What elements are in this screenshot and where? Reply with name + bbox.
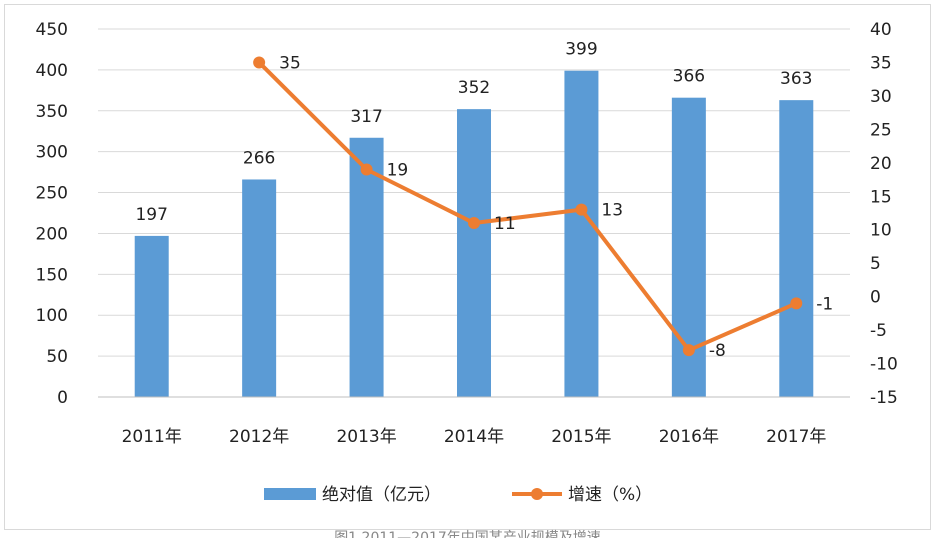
bar-data-label: 266 xyxy=(243,148,275,168)
bar xyxy=(242,179,277,397)
bar xyxy=(349,137,384,397)
right-axis-tick-label: 5 xyxy=(870,254,881,274)
line-data-label: -1 xyxy=(816,294,833,314)
left-axis-tick-label: 50 xyxy=(46,347,68,367)
line-series: 35 19 11 13 -8 -1 xyxy=(253,53,833,361)
bar-data-label: 399 xyxy=(565,40,597,60)
chart-caption: 图1 2011—2017年中国某产业规模及增速 xyxy=(334,530,601,538)
line-point xyxy=(253,56,266,69)
left-axis-tick-label: 250 xyxy=(36,184,68,204)
legend-line-marker xyxy=(531,488,543,500)
right-axis-tick-label: 40 xyxy=(870,20,892,40)
line-point xyxy=(468,217,480,230)
legend-bar-swatch xyxy=(264,488,316,500)
right-axis-tick-label: 30 xyxy=(870,87,892,107)
left-axis-tick-label: 450 xyxy=(36,20,68,40)
bar-data-label: 317 xyxy=(350,107,382,127)
line-point xyxy=(575,203,588,216)
line-path xyxy=(257,61,798,353)
x-axis-tick-label: 2017年 xyxy=(766,427,826,447)
right-axis-tick-label: 20 xyxy=(870,154,892,174)
bar-series: 197 266 317 352 399 366 363 xyxy=(134,40,814,398)
x-axis-tick-label: 2016年 xyxy=(659,427,719,447)
line-data-label: 19 xyxy=(387,161,409,181)
right-axis-tick-label: -5 xyxy=(870,321,887,341)
left-axis-tick-label: 200 xyxy=(36,224,68,244)
x-axis-tick-label: 2011年 xyxy=(122,427,182,447)
legend: 绝对值（亿元） 增速（%） xyxy=(264,485,652,505)
x-axis-tick-label: 2013年 xyxy=(336,427,396,447)
left-axis-tick-label: 0 xyxy=(57,388,68,408)
bar-data-label: 363 xyxy=(780,69,812,89)
left-axis-tick-label: 400 xyxy=(36,61,68,81)
left-axis-tick-label: 150 xyxy=(36,265,68,285)
right-axis-tick-label: -10 xyxy=(870,355,898,375)
bar xyxy=(134,235,169,397)
right-axis-tick-label: 0 xyxy=(870,288,881,308)
line-point xyxy=(682,344,695,357)
right-axis-tick-label: 35 xyxy=(870,53,892,73)
right-axis-tick-label: 15 xyxy=(870,187,892,207)
x-axis-tick-label: 2015年 xyxy=(551,427,611,447)
legend-line-label: 增速（%） xyxy=(568,485,652,505)
line-point xyxy=(790,297,803,310)
line-data-label: 11 xyxy=(494,214,516,234)
line-data-label: -8 xyxy=(709,341,726,361)
right-axis-tick-label: -15 xyxy=(870,388,898,408)
right-axis-tick-label: 25 xyxy=(870,120,892,140)
right-axis-ticks: -15 -10 -5 0 5 10 15 20 25 30 35 40 xyxy=(870,20,898,408)
x-axis-ticks: 2011年 2012年 2013年 2014年 2015年 2016年 2017年 xyxy=(122,427,827,447)
line-point xyxy=(360,163,373,176)
right-axis-tick-label: 10 xyxy=(870,221,892,241)
bar-data-label: 197 xyxy=(135,205,167,225)
left-axis-tick-label: 350 xyxy=(36,102,68,122)
x-axis-tick-label: 2012年 xyxy=(229,427,289,447)
bar xyxy=(564,70,599,397)
line-data-label: 13 xyxy=(601,201,623,221)
line-data-label: 35 xyxy=(279,53,301,73)
legend-bar-label: 绝对值（亿元） xyxy=(322,485,441,505)
bar xyxy=(779,100,814,397)
bar-data-label: 352 xyxy=(458,78,490,98)
left-axis-ticks: 0 50 100 150 200 250 300 350 400 450 xyxy=(36,20,68,408)
bar-data-label: 366 xyxy=(673,67,705,87)
left-axis-tick-label: 100 xyxy=(36,306,68,326)
bar xyxy=(457,109,491,398)
left-axis-tick-label: 300 xyxy=(36,143,68,163)
x-axis-tick-label: 2014年 xyxy=(444,427,504,447)
